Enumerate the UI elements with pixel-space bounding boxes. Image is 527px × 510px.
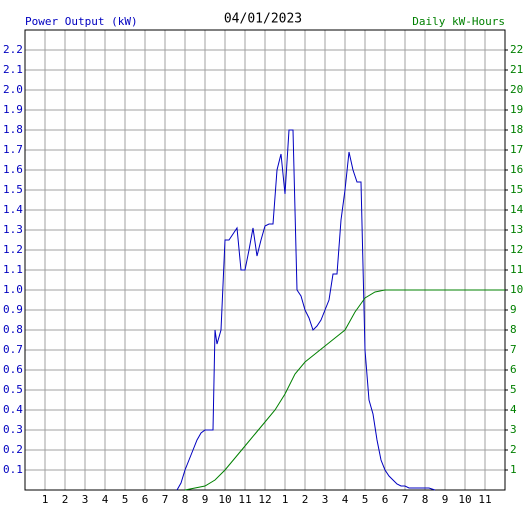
y-tick-label: 0.4 (3, 403, 23, 416)
y-tick-label: 1.9 (3, 103, 23, 116)
y2-tick-label: 10 (510, 283, 523, 296)
y2-tick-label: 2 (510, 443, 517, 456)
chart-title: 04/01/2023 (224, 12, 302, 27)
y2-tick-label: 11 (510, 263, 523, 276)
y2-axis-label: Daily kW-Hours (412, 15, 505, 28)
x-tick-label: 8 (422, 493, 429, 506)
y-tick-label: 1.2 (3, 243, 23, 256)
y2-tick-label: 9 (510, 303, 517, 316)
y2-tick-label: 19 (510, 103, 523, 116)
y2-tick-label: 4 (510, 403, 517, 416)
x-tick-label: 3 (82, 493, 89, 506)
y-tick-label: 1.6 (3, 163, 23, 176)
y-tick-label: 0.1 (3, 463, 23, 476)
x-tick-label: 2 (302, 493, 309, 506)
x-tick-label: 5 (362, 493, 369, 506)
x-tick-label: 11 (478, 493, 491, 506)
y-tick-label: 0.7 (3, 343, 23, 356)
y2-tick-label: 3 (510, 423, 517, 436)
y2-tick-label: 5 (510, 383, 517, 396)
y2-tick-label: 14 (510, 203, 524, 216)
y-tick-label: 0.2 (3, 443, 23, 456)
y2-tick-label: 6 (510, 363, 517, 376)
x-tick-label: 1 (42, 493, 49, 506)
x-tick-label: 12 (258, 493, 271, 506)
x-tick-label: 9 (202, 493, 209, 506)
x-tick-label: 4 (342, 493, 349, 506)
y-tick-label: 1.8 (3, 123, 23, 136)
y-tick-label: 0.3 (3, 423, 23, 436)
y-tick-label: 1.7 (3, 143, 23, 156)
x-tick-label: 2 (62, 493, 69, 506)
x-tick-label: 3 (322, 493, 329, 506)
y2-tick-label: 18 (510, 123, 523, 136)
y-tick-label: 2.0 (3, 83, 23, 96)
x-tick-label: 10 (458, 493, 471, 506)
y-axis-label: Power Output (kW) (25, 15, 138, 28)
y-tick-label: 1.0 (3, 283, 23, 296)
x-tick-label: 7 (402, 493, 409, 506)
y2-tick-label: 21 (510, 63, 523, 76)
y-tick-label: 1.3 (3, 223, 23, 236)
x-tick-label: 1 (282, 493, 289, 506)
y-tick-label: 0.9 (3, 303, 23, 316)
y2-tick-label: 20 (510, 83, 523, 96)
plot-border (24, 29, 506, 491)
data-line (184, 289, 505, 491)
y-tick-label: 0.6 (3, 363, 23, 376)
y2-tick-label: 22 (510, 43, 523, 56)
x-tick-label: 6 (382, 493, 389, 506)
y-tick-label: 2.2 (3, 43, 23, 56)
y2-tick-label: 7 (510, 343, 517, 356)
x-tick-label: 4 (102, 493, 109, 506)
x-tick-label: 8 (182, 493, 189, 506)
x-tick-label: 10 (218, 493, 231, 506)
y2-tick-label: 15 (510, 183, 523, 196)
x-tick-label: 7 (162, 493, 169, 506)
y-tick-label: 2.1 (3, 63, 23, 76)
x-tick-label: 11 (238, 493, 251, 506)
y2-tick-label: 16 (510, 163, 523, 176)
y-tick-label: 1.5 (3, 183, 23, 196)
y2-tick-label: 13 (510, 223, 523, 236)
y2-tick-label: 12 (510, 243, 523, 256)
x-tick-label: 9 (442, 493, 449, 506)
data-line (176, 129, 436, 491)
y-tick-label: 0.5 (3, 383, 23, 396)
y2-tick-label: 17 (510, 143, 523, 156)
x-tick-label: 5 (122, 493, 129, 506)
y2-tick-label: 8 (510, 323, 517, 336)
y-tick-label: 1.1 (3, 263, 23, 276)
y-tick-label: 0.8 (3, 323, 23, 336)
y2-tick-label: 1 (510, 463, 517, 476)
y-tick-label: 1.4 (3, 203, 23, 216)
x-tick-label: 6 (142, 493, 149, 506)
